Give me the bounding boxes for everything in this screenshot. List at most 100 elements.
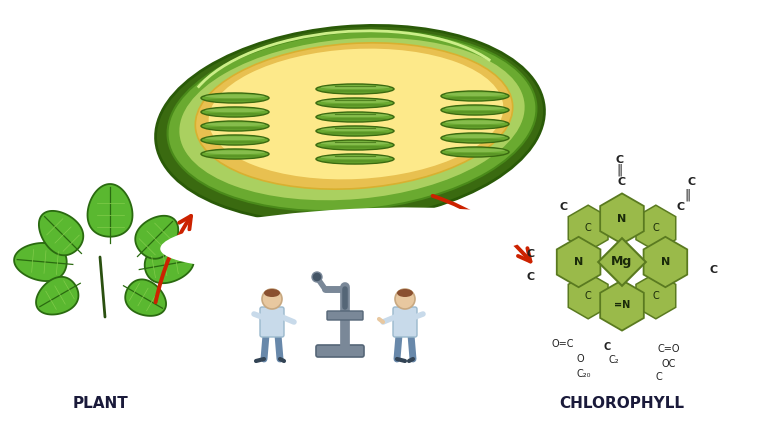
Text: C: C bbox=[616, 155, 624, 165]
Ellipse shape bbox=[167, 31, 537, 211]
Circle shape bbox=[312, 272, 322, 282]
Polygon shape bbox=[600, 280, 644, 330]
Ellipse shape bbox=[445, 152, 505, 156]
Ellipse shape bbox=[201, 135, 269, 145]
Ellipse shape bbox=[205, 122, 265, 126]
Polygon shape bbox=[125, 280, 166, 316]
Text: C: C bbox=[584, 223, 591, 233]
Ellipse shape bbox=[320, 132, 390, 134]
Text: C₂: C₂ bbox=[609, 355, 619, 365]
Ellipse shape bbox=[441, 133, 509, 143]
Text: OC: OC bbox=[662, 359, 677, 369]
Ellipse shape bbox=[316, 112, 394, 122]
Polygon shape bbox=[557, 237, 601, 287]
Ellipse shape bbox=[316, 126, 394, 136]
Text: O: O bbox=[576, 354, 584, 364]
Ellipse shape bbox=[204, 113, 266, 115]
Ellipse shape bbox=[445, 92, 505, 96]
Ellipse shape bbox=[320, 146, 390, 149]
Polygon shape bbox=[36, 277, 78, 314]
Polygon shape bbox=[568, 205, 608, 251]
Text: N: N bbox=[574, 257, 583, 267]
Ellipse shape bbox=[316, 98, 394, 108]
Text: C: C bbox=[559, 203, 568, 213]
Ellipse shape bbox=[441, 105, 509, 115]
Text: C: C bbox=[527, 249, 535, 259]
Ellipse shape bbox=[205, 137, 265, 140]
Ellipse shape bbox=[205, 150, 265, 154]
Text: C: C bbox=[584, 291, 591, 301]
Polygon shape bbox=[39, 211, 83, 255]
FancyBboxPatch shape bbox=[327, 311, 363, 320]
Ellipse shape bbox=[320, 160, 390, 162]
Ellipse shape bbox=[445, 97, 505, 99]
Text: Mg: Mg bbox=[611, 255, 633, 269]
Ellipse shape bbox=[321, 113, 389, 117]
Ellipse shape bbox=[316, 140, 394, 150]
Ellipse shape bbox=[178, 37, 525, 201]
Text: C: C bbox=[618, 177, 626, 187]
Ellipse shape bbox=[195, 43, 513, 189]
Ellipse shape bbox=[321, 141, 389, 145]
Text: C: C bbox=[527, 272, 535, 282]
Ellipse shape bbox=[441, 147, 509, 157]
Circle shape bbox=[262, 289, 282, 309]
Text: C: C bbox=[653, 223, 659, 233]
Ellipse shape bbox=[161, 207, 540, 270]
Polygon shape bbox=[88, 184, 133, 237]
Text: N: N bbox=[617, 213, 627, 224]
Ellipse shape bbox=[320, 104, 390, 107]
Text: C: C bbox=[656, 372, 663, 382]
Text: PLANT: PLANT bbox=[72, 397, 128, 412]
Text: CHLOROPHYLL: CHLOROPHYLL bbox=[560, 397, 684, 412]
Polygon shape bbox=[644, 237, 687, 287]
Ellipse shape bbox=[204, 155, 266, 158]
Ellipse shape bbox=[321, 127, 389, 131]
Text: O=C: O=C bbox=[551, 339, 574, 349]
Text: =N: =N bbox=[614, 300, 630, 311]
Ellipse shape bbox=[264, 289, 280, 297]
Ellipse shape bbox=[204, 127, 266, 130]
Ellipse shape bbox=[201, 121, 269, 131]
Ellipse shape bbox=[316, 84, 394, 94]
Polygon shape bbox=[636, 273, 676, 319]
Ellipse shape bbox=[397, 289, 413, 297]
Polygon shape bbox=[636, 205, 676, 251]
FancyBboxPatch shape bbox=[393, 307, 417, 337]
Ellipse shape bbox=[445, 111, 505, 114]
Text: C: C bbox=[687, 177, 696, 187]
Ellipse shape bbox=[205, 108, 265, 112]
Ellipse shape bbox=[201, 93, 269, 103]
Ellipse shape bbox=[445, 148, 505, 152]
Text: C₂₀: C₂₀ bbox=[577, 369, 591, 379]
Text: C: C bbox=[604, 342, 611, 352]
Text: C=O: C=O bbox=[658, 344, 680, 354]
Ellipse shape bbox=[445, 106, 505, 110]
Ellipse shape bbox=[320, 90, 390, 92]
Polygon shape bbox=[598, 238, 646, 286]
Ellipse shape bbox=[209, 49, 503, 179]
Ellipse shape bbox=[204, 98, 266, 102]
Ellipse shape bbox=[156, 25, 545, 222]
Text: C: C bbox=[709, 265, 717, 275]
Ellipse shape bbox=[321, 86, 389, 89]
Text: N: N bbox=[660, 257, 670, 267]
Ellipse shape bbox=[316, 154, 394, 164]
Ellipse shape bbox=[204, 141, 266, 143]
Polygon shape bbox=[600, 194, 644, 244]
Ellipse shape bbox=[445, 121, 505, 124]
Ellipse shape bbox=[441, 119, 509, 129]
Text: CHLOROPLAST: CHLOROPLAST bbox=[277, 232, 402, 247]
Ellipse shape bbox=[321, 156, 389, 159]
Ellipse shape bbox=[201, 149, 269, 159]
Polygon shape bbox=[568, 273, 608, 319]
FancyBboxPatch shape bbox=[316, 345, 364, 357]
Circle shape bbox=[395, 289, 415, 309]
Text: C: C bbox=[653, 291, 659, 301]
Polygon shape bbox=[14, 243, 67, 281]
Ellipse shape bbox=[320, 118, 390, 121]
Ellipse shape bbox=[445, 139, 505, 142]
Ellipse shape bbox=[445, 134, 505, 138]
Text: ‖: ‖ bbox=[617, 164, 623, 177]
Ellipse shape bbox=[445, 125, 505, 127]
